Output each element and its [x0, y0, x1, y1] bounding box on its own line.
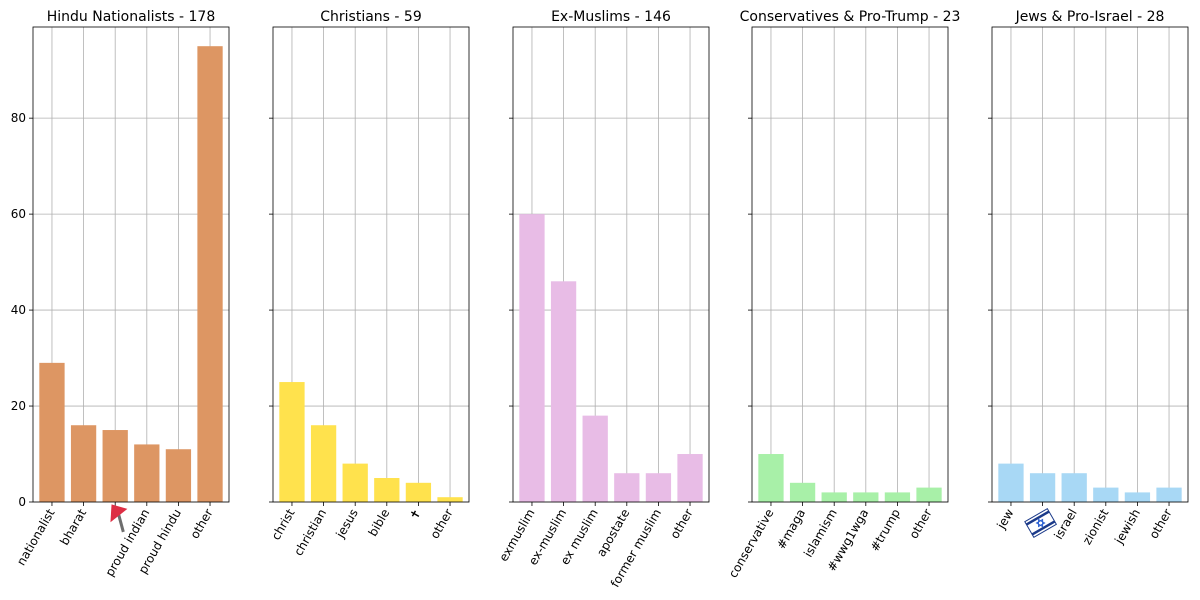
x-tick-label: other [907, 506, 935, 541]
bar-other [916, 487, 942, 502]
y-tick-label: 40 [11, 303, 26, 317]
x-tick-label: other [428, 506, 456, 541]
panel-title: Ex-Muslims - 146 [551, 9, 671, 25]
red-flag-icon [110, 504, 128, 533]
axes-frame [991, 26, 1189, 503]
x-tick-label: conservative [726, 507, 777, 581]
bar-other [677, 454, 703, 502]
bar-ex-muslim [582, 415, 608, 502]
bar-flag-emoji [102, 430, 128, 502]
bar-other [437, 497, 463, 502]
panel-1: Hindu Nationalists - 178 0 20 40 60 80 nationa… [11, 9, 230, 579]
x-tick-label: bharat [57, 506, 89, 548]
panel-title: Hindu Nationalists - 178 [47, 9, 215, 25]
y-tick-label: 0 [18, 495, 26, 509]
bar-islamism [821, 492, 847, 502]
panel-4: Conservatives & Pro-Trump - 23 conservati… [726, 9, 960, 580]
bar--wwg1wga [853, 492, 879, 502]
axes-frame [512, 26, 710, 503]
bar-jewish [1124, 492, 1151, 502]
x-tick-label: nationalist [14, 506, 58, 568]
bar-former-muslim [645, 473, 672, 502]
x-tick-label: zionist [1080, 506, 1112, 547]
bar-zionist [1093, 487, 1119, 502]
bar-nationalist [39, 362, 65, 502]
x-tick-label: other [1147, 506, 1175, 541]
x-tick-label: ✝ [407, 507, 424, 523]
bar-exmuslim [519, 214, 545, 502]
x-tick-label: bible [366, 507, 393, 539]
israel-flag-icon [1024, 508, 1058, 538]
bar-other [197, 46, 223, 502]
bar-israel [1061, 473, 1087, 502]
x-tick-label: #maga [774, 507, 808, 552]
y-tick-label: 60 [11, 207, 26, 221]
bar-christian [310, 425, 337, 502]
bar-bible [374, 478, 400, 502]
x-tick-label: #trump [868, 507, 903, 554]
bar-proud-hindu [165, 449, 192, 502]
x-tick-label: other [668, 506, 696, 541]
bar--trump [884, 492, 911, 502]
y-tick-label: 80 [11, 111, 26, 125]
y-tick-label: 20 [11, 399, 26, 413]
bar--maga [789, 482, 816, 502]
bar-- [405, 482, 432, 502]
panel-title: Christians - 59 [320, 9, 421, 25]
axes-frame [32, 26, 230, 503]
bar-bharat [70, 425, 97, 502]
bar-apostate [614, 473, 640, 502]
bar-ex-muslim [550, 281, 577, 502]
x-tick-label: christ [269, 506, 298, 542]
bar-other [1156, 487, 1182, 502]
bar-proud-indian [134, 444, 160, 502]
axes-frame [751, 26, 949, 503]
bar-christ [279, 382, 305, 502]
x-tick-label: jesus [333, 507, 361, 542]
x-tick-label: jewish [1112, 507, 1143, 548]
panel-title: Jews & Pro-Israel - 28 [1015, 9, 1165, 25]
x-tick-label: other [188, 506, 216, 541]
panel-title: Conservatives & Pro-Trump - 23 [740, 9, 961, 25]
bar-conservative [758, 454, 784, 502]
bar-israel-flag-emoji [1029, 473, 1056, 502]
bar-jesus [342, 463, 368, 502]
axes-frame [272, 26, 470, 503]
x-tick-label: jew [994, 506, 1017, 532]
bar-jew [998, 463, 1024, 502]
